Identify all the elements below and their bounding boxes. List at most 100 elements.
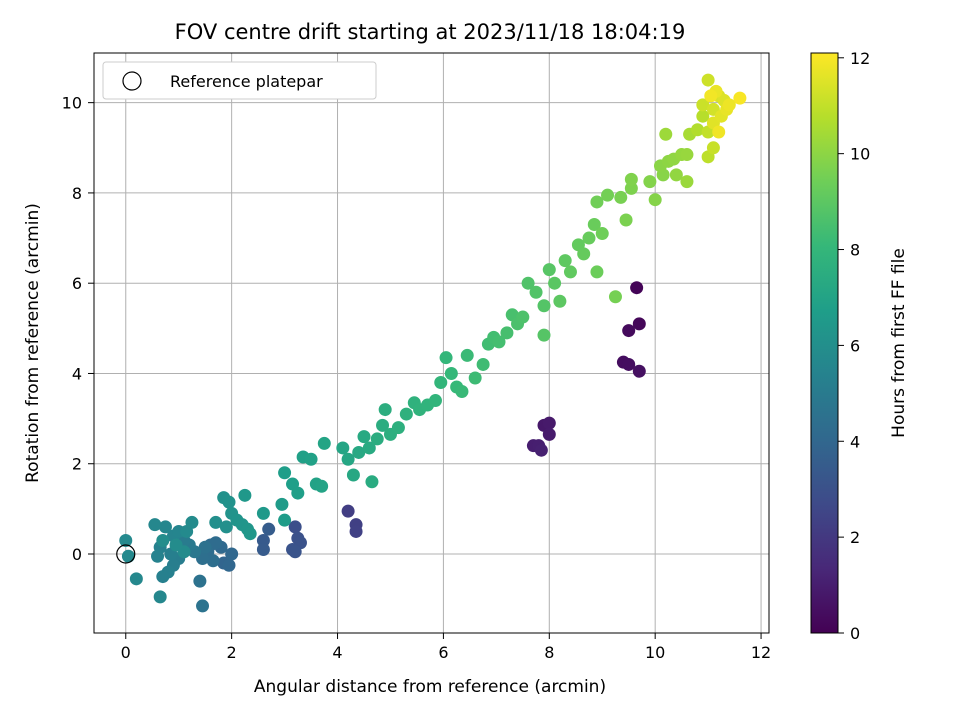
- data-point: [622, 324, 636, 338]
- data-point: [595, 227, 609, 241]
- x-tick-label: 8: [544, 643, 554, 662]
- data-point: [209, 515, 223, 529]
- data-point: [219, 520, 233, 534]
- data-point: [336, 441, 350, 455]
- data-point: [590, 195, 604, 209]
- data-point: [341, 504, 355, 518]
- legend: Reference platepar: [102, 61, 377, 100]
- legend-box: [102, 61, 377, 100]
- data-point: [476, 357, 490, 371]
- data-point: [370, 432, 384, 446]
- data-point: [222, 558, 236, 572]
- colorbar: 0 2 4 6 8 10 12 Hours from first FF file: [810, 49, 909, 643]
- data-point: [209, 536, 223, 550]
- data-point: [275, 497, 289, 511]
- data-point: [119, 533, 133, 547]
- y-tick-label: 0: [72, 545, 82, 564]
- data-point: [444, 366, 458, 380]
- data-point: [341, 452, 355, 466]
- data-point: [169, 538, 183, 552]
- data-point: [537, 299, 551, 313]
- data-point: [521, 276, 535, 290]
- data-point: [349, 524, 363, 538]
- colorbar-tick-label: 6: [850, 336, 860, 355]
- data-point: [288, 545, 302, 559]
- x-tick-label: 0: [121, 643, 131, 662]
- data-point: [622, 357, 636, 371]
- data-point: [619, 213, 633, 227]
- data-point: [256, 506, 270, 520]
- data-point: [701, 73, 715, 87]
- data-point: [439, 351, 453, 365]
- data-point: [376, 418, 390, 432]
- legend-label: Reference platepar: [170, 72, 323, 91]
- data-point: [680, 175, 694, 189]
- data-point: [455, 385, 469, 399]
- x-tick-label: 2: [227, 643, 237, 662]
- data-point: [553, 294, 567, 308]
- data-point: [587, 218, 601, 232]
- colorbar-gradient: [810, 52, 839, 634]
- data-point: [563, 265, 577, 279]
- data-point: [696, 98, 710, 112]
- chart-title: FOV centre drift starting at 2023/11/18 …: [175, 20, 686, 44]
- data-point: [222, 495, 236, 509]
- colorbar-tick-label: 2: [850, 528, 860, 547]
- data-point: [193, 574, 207, 588]
- data-point: [238, 488, 252, 502]
- data-point: [121, 549, 135, 563]
- x-tick-label: 6: [438, 643, 448, 662]
- colorbar-ticks: 0 2 4 6 8 10 12: [838, 49, 870, 643]
- data-point: [288, 520, 302, 534]
- data-point: [391, 421, 405, 435]
- data-point: [185, 515, 199, 529]
- y-tick-label: 4: [72, 364, 82, 383]
- reference-platepar-marker: [116, 544, 136, 564]
- colorbar-tick-label: 10: [850, 145, 870, 164]
- data-point: [542, 427, 556, 441]
- y-tick-label: 2: [72, 455, 82, 474]
- data-point: [632, 364, 646, 378]
- data-point: [534, 443, 548, 457]
- data-point: [428, 394, 442, 408]
- y-tick-label: 8: [72, 184, 82, 203]
- colorbar-label: Hours from first FF file: [889, 248, 909, 438]
- data-point: [357, 430, 371, 444]
- grid-lines: [94, 53, 769, 633]
- data-points: [116, 73, 747, 613]
- data-point: [291, 486, 305, 500]
- legend-reference-marker: [122, 71, 142, 91]
- data-point: [315, 479, 329, 493]
- data-point: [733, 91, 747, 105]
- data-point: [378, 403, 392, 417]
- colorbar-tick-label: 12: [850, 49, 870, 68]
- data-point: [608, 290, 622, 304]
- data-point: [704, 89, 718, 103]
- data-point: [346, 468, 360, 482]
- data-point: [468, 371, 482, 385]
- data-point: [624, 181, 638, 195]
- data-point: [558, 254, 572, 268]
- data-point: [537, 328, 551, 342]
- data-point: [601, 188, 615, 202]
- data-point: [548, 276, 562, 290]
- y-axis-ticks: 0 2 4 6 8 10: [62, 94, 94, 564]
- y-tick-label: 10: [62, 94, 82, 113]
- x-axis-label: Angular distance from reference (arcmin): [254, 677, 606, 697]
- data-point: [696, 109, 710, 123]
- data-point: [680, 148, 694, 162]
- data-point: [225, 547, 239, 561]
- data-point: [278, 513, 292, 527]
- data-point: [362, 441, 376, 455]
- data-point: [643, 175, 657, 189]
- data-point: [206, 554, 220, 568]
- data-point: [659, 127, 673, 141]
- data-point: [156, 533, 170, 547]
- data-point: [196, 599, 210, 613]
- data-point: [630, 281, 644, 295]
- data-point: [614, 190, 628, 204]
- data-point: [460, 348, 474, 362]
- data-point: [516, 310, 530, 324]
- data-point: [352, 445, 366, 459]
